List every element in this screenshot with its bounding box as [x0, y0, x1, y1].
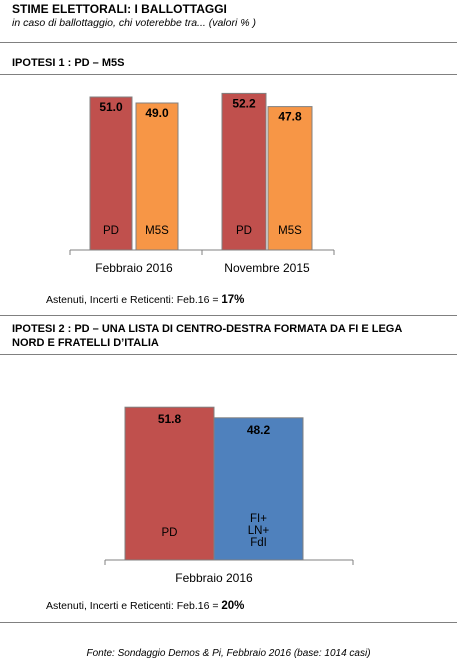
page-subtitle: in caso di ballottaggio, chi voterebbe t… — [12, 17, 256, 29]
source-footer: Fonte: Sondaggio Demos & Pi, Febbraio 20… — [86, 648, 371, 659]
page-title: STIME ELETTORALI: I BALLOTTAGGI — [12, 2, 227, 16]
category-label: Febbraio 2016 — [175, 571, 253, 585]
bar-pd — [89, 96, 133, 251]
bar-value-label: 51.0 — [99, 100, 123, 114]
section1-title: IPOTESI 1 : PD – M5S — [12, 57, 125, 69]
divider — [0, 74, 457, 75]
bar-cdx — [213, 417, 304, 561]
section2-title-line1: IPOTESI 2 : PD – UNA LISTA DI CENTRO-DES… — [12, 323, 403, 335]
bar-value-label: 48.2 — [247, 423, 271, 437]
category-label: Novembre 2015 — [224, 261, 310, 275]
section2-note: Astenuti, Incerti e Reticenti: Feb.16 = … — [46, 600, 245, 612]
divider — [0, 315, 457, 316]
divider — [0, 622, 457, 623]
section2-note-value: 20% — [221, 600, 245, 612]
bar-series-label: M5S — [278, 225, 302, 237]
bar-value-label: 52.2 — [232, 96, 256, 110]
bar-pd — [221, 92, 267, 251]
divider — [0, 42, 457, 43]
bar-series-label: M5S — [145, 225, 169, 237]
section1-note-value: 17% — [221, 294, 245, 306]
category-label: Febbraio 2016 — [95, 261, 173, 275]
section2-title: IPOTESI 2 : PD – UNA LISTA DI CENTRO-DES… — [12, 322, 402, 350]
bar-m5s — [267, 106, 313, 251]
bar-m5s — [135, 102, 179, 251]
divider — [0, 354, 457, 355]
bar-value-label: 51.8 — [158, 412, 182, 426]
bar-pd — [124, 406, 215, 561]
bar-value-label: 49.0 — [145, 106, 169, 120]
bar-series-label: PD — [162, 527, 178, 539]
bar-series-label: FdI — [250, 537, 267, 549]
bar-value-label: 47.8 — [278, 110, 302, 124]
bar-series-label: PD — [236, 225, 252, 237]
bar-series-label: FI+ — [250, 513, 267, 525]
section1-note: Astenuti, Incerti e Reticenti: Feb.16 = … — [46, 294, 245, 306]
section2-title-line2: NORD E FRATELLI D’ITALIA — [12, 337, 159, 349]
bar-series-label: PD — [103, 225, 119, 237]
bar-series-label: LN+ — [248, 525, 270, 537]
